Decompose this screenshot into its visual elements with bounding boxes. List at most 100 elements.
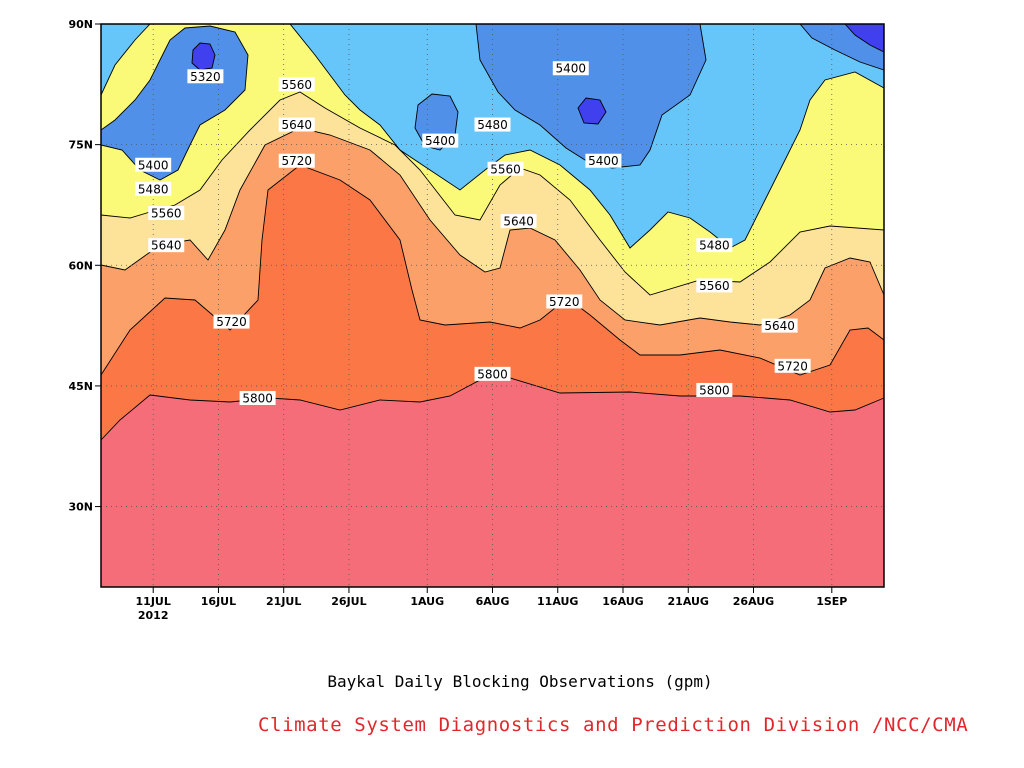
contour-label-bg <box>278 77 315 92</box>
fill-blob-5320-c <box>845 24 884 52</box>
contour-label-bg <box>585 153 622 168</box>
contour-label-text: 5640 <box>503 215 534 229</box>
x-tick-label: 21AUG <box>668 595 709 608</box>
contour-label-text: 5640 <box>764 319 795 333</box>
contour-label-bg <box>487 161 524 176</box>
contour-label: 5800 <box>474 366 511 381</box>
contour-label-text: 5400 <box>588 154 619 168</box>
line-blob-5400-b <box>475 23 707 169</box>
contour-label: 5480 <box>696 238 733 253</box>
contour-label-text: 5720 <box>216 315 247 329</box>
x-tick-label: 11AUG <box>537 595 578 608</box>
contour-label-bg <box>278 153 315 168</box>
contour-label: 5640 <box>761 318 798 333</box>
y-axis: 30N 45N 60N 75N 90N <box>68 18 101 514</box>
contour-label-bg <box>774 358 811 373</box>
y-tick-label: 45N <box>68 380 93 393</box>
contour-label-bg <box>696 278 733 293</box>
contour-label: 5560 <box>148 206 185 221</box>
contour-label-text: 5720 <box>549 295 580 309</box>
contour-label: 5400 <box>552 61 589 76</box>
line-band-5480 <box>100 23 885 249</box>
contour-label-bg <box>474 366 511 381</box>
contour-label-text: 5400 <box>425 134 456 148</box>
x-tick-label: 1SEP <box>816 595 847 608</box>
contour-label-bg <box>213 314 250 329</box>
contour-label-bg <box>187 69 224 84</box>
contour-label-bg <box>278 117 315 132</box>
chart-title: Baykal Daily Blocking Observations (gpm) <box>327 672 713 691</box>
contour-label-bg <box>422 133 459 148</box>
contour-label: 5320 <box>187 69 224 84</box>
contour-label-text: 5800 <box>699 383 730 397</box>
contour-label: 5480 <box>474 117 511 132</box>
contour-label-bg <box>148 206 185 221</box>
contour-label: 5400 <box>135 157 172 172</box>
contour-label-bg <box>239 390 276 405</box>
fill-blob-5400-b <box>476 24 706 168</box>
x-tick-label: 6AUG <box>476 595 510 608</box>
contour-label-text: 5800 <box>242 391 273 405</box>
contour-label-bg <box>148 238 185 253</box>
x-tick-label: 11JUL <box>136 595 171 608</box>
y-tick-label: 30N <box>68 501 93 514</box>
contour-label: 5560 <box>487 161 524 176</box>
line-blob-5320-a <box>191 42 216 71</box>
y-tick-label: 60N <box>68 259 93 272</box>
contour-label: 5400 <box>585 153 622 168</box>
fill-blob-5320-a <box>192 43 215 70</box>
contour-label-text: 5560 <box>281 78 312 92</box>
x-tick-label: 26JUL <box>331 595 366 608</box>
contour-label-bg <box>696 238 733 253</box>
contour-label: 5400 <box>422 133 459 148</box>
contour-label-text: 5800 <box>477 367 508 381</box>
x-tick-sublabel: 2012 <box>138 609 169 622</box>
contour-label-text: 5560 <box>699 279 730 293</box>
contour-label: 5720 <box>546 294 583 309</box>
contour-label-text: 5640 <box>151 239 182 253</box>
contour-label-text: 5720 <box>281 154 312 168</box>
y-tick-label: 90N <box>68 18 93 31</box>
contour-label: 5640 <box>148 238 185 253</box>
contour-label: 5720 <box>774 358 811 373</box>
contour-labels: 5320 5560 5640 5720 5400 5480 5560 5640 5720 5800… <box>135 61 811 405</box>
contour-label-bg <box>552 61 589 76</box>
x-tick-label: 26AUG <box>733 595 774 608</box>
contour-label-text: 5480 <box>477 118 508 132</box>
contour-label: 5800 <box>239 390 276 405</box>
contour-label: 5560 <box>696 278 733 293</box>
y-tick-label: 75N <box>68 139 93 152</box>
contour-label-bg <box>135 157 172 172</box>
contour-fills <box>101 24 884 587</box>
credit-line: Climate System Diagnostics and Predictio… <box>258 714 969 736</box>
x-tick-label: 21JUL <box>266 595 301 608</box>
line-band-5560 <box>100 23 885 296</box>
contour-label-text: 5720 <box>777 359 808 373</box>
x-tick-label: 16JUL <box>201 595 236 608</box>
contour-label-text: 5400 <box>138 158 169 172</box>
contour-label-text: 5560 <box>151 207 182 221</box>
contour-label-text: 5560 <box>490 162 521 176</box>
contour-label-text: 5480 <box>138 182 169 196</box>
x-tick-label: 1AUG <box>410 595 444 608</box>
contour-label: 5800 <box>696 382 733 397</box>
contour-label: 5720 <box>278 153 315 168</box>
contour-label: 5640 <box>278 117 315 132</box>
contour-label: 5720 <box>213 314 250 329</box>
contour-label-bg <box>474 117 511 132</box>
contour-label: 5480 <box>135 181 172 196</box>
contour-label-bg <box>761 318 798 333</box>
x-tick-label: 16AUG <box>602 595 643 608</box>
contour-label-text: 5480 <box>699 239 730 253</box>
line-band-5720 <box>100 23 885 377</box>
contour-label-bg <box>135 181 172 196</box>
contour-label-text: 5400 <box>556 62 587 76</box>
contour-label: 5560 <box>278 77 315 92</box>
contour-label-bg <box>696 382 733 397</box>
contour-label-text: 5640 <box>281 118 312 132</box>
contour-label: 5640 <box>500 214 537 229</box>
contour-label-bg <box>500 214 537 229</box>
fill-blob-5320-b <box>578 98 606 124</box>
